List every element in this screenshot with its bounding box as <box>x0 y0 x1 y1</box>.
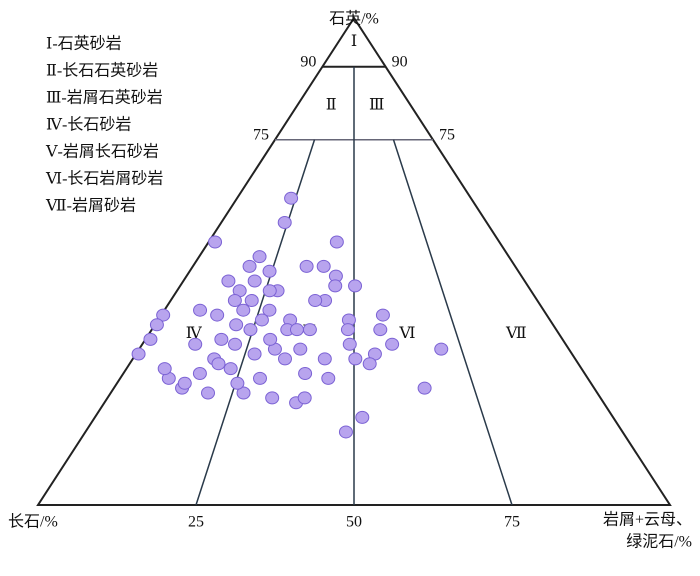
data-point <box>277 216 292 230</box>
legend-entry: Ⅳ-长石砂岩 <box>46 116 131 134</box>
legend-entry: Ⅶ-岩屑砂岩 <box>45 197 136 215</box>
legend-entry: Ⅱ-长石石英砂岩 <box>46 62 158 80</box>
right-axis-label: 岩屑+云母、 <box>603 511 692 529</box>
data-point <box>254 313 269 327</box>
data-point <box>211 357 226 371</box>
region-label: Ⅳ <box>186 325 203 342</box>
data-point <box>230 376 245 390</box>
data-point <box>362 357 377 371</box>
right-tick-label: 90 <box>392 53 408 70</box>
data-point <box>188 337 203 351</box>
legend-entry: Ⅲ-岩屑石英砂岩 <box>46 89 163 107</box>
data-point <box>434 342 449 356</box>
data-point <box>156 308 171 322</box>
x-tick-label: 50 <box>346 514 362 531</box>
x-tick-label: 75 <box>504 514 520 531</box>
data-point <box>262 264 277 278</box>
data-point <box>149 318 164 332</box>
data-point <box>417 381 432 395</box>
data-point <box>328 279 343 293</box>
x-tick-label: 25 <box>188 514 204 531</box>
data-point <box>284 191 299 205</box>
data-point <box>131 347 146 361</box>
region-label: Ⅱ <box>326 96 337 113</box>
data-point <box>221 274 236 288</box>
data-point <box>262 284 277 298</box>
right-tick-label: 75 <box>439 126 455 143</box>
data-point <box>298 367 313 381</box>
data-point <box>293 342 308 356</box>
data-point <box>373 323 388 337</box>
region-label: Ⅲ <box>369 96 384 113</box>
data-point <box>342 337 357 351</box>
data-point <box>252 250 267 264</box>
data-point <box>210 308 225 322</box>
data-point <box>227 293 242 307</box>
data-point <box>177 376 192 390</box>
data-point <box>247 347 262 361</box>
data-point <box>321 371 336 385</box>
data-point <box>265 391 280 405</box>
data-point <box>243 323 258 337</box>
data-point <box>262 303 277 317</box>
data-point <box>242 259 257 273</box>
data-point <box>316 259 331 273</box>
data-point <box>308 293 323 307</box>
right-axis-label: 绿泥石/% <box>626 533 692 551</box>
data-point <box>193 303 208 317</box>
data-point <box>299 259 314 273</box>
data-point <box>385 337 400 351</box>
boundary-line <box>392 139 513 506</box>
legend-entry: Ⅴ-岩屑长石砂岩 <box>45 143 159 161</box>
data-point <box>263 332 278 346</box>
data-point <box>192 367 207 381</box>
data-point <box>143 332 158 346</box>
legend-entry: Ⅰ-石英砂岩 <box>46 35 122 53</box>
data-point <box>236 303 251 317</box>
data-point <box>252 371 267 385</box>
region-label: Ⅰ <box>351 33 357 50</box>
data-point <box>229 318 244 332</box>
left-tick-label: 90 <box>300 53 316 70</box>
left-tick-label: 75 <box>253 126 269 143</box>
data-point <box>244 293 259 307</box>
data-point <box>236 386 251 400</box>
data-point <box>297 391 312 405</box>
data-point <box>329 235 344 249</box>
data-point <box>214 332 229 346</box>
legend-entry: Ⅵ-长石岩屑砂岩 <box>45 170 163 188</box>
left-axis-label: 长石/% <box>8 513 58 531</box>
data-point <box>201 386 216 400</box>
data-point <box>208 235 223 249</box>
data-point <box>355 410 370 424</box>
data-point <box>157 362 172 376</box>
data-point <box>317 352 332 366</box>
data-point <box>289 323 304 337</box>
data-point <box>277 352 292 366</box>
data-point <box>375 308 390 322</box>
region-label: Ⅵ <box>398 325 415 342</box>
data-point <box>223 362 238 376</box>
data-point <box>348 352 363 366</box>
data-point <box>340 323 355 337</box>
data-point <box>302 323 317 337</box>
top-axis-label: 石英/% <box>329 10 379 28</box>
data-point <box>228 337 243 351</box>
data-point <box>338 425 353 439</box>
data-point <box>247 274 262 288</box>
region-label: Ⅶ <box>505 325 527 342</box>
data-point <box>348 279 363 293</box>
